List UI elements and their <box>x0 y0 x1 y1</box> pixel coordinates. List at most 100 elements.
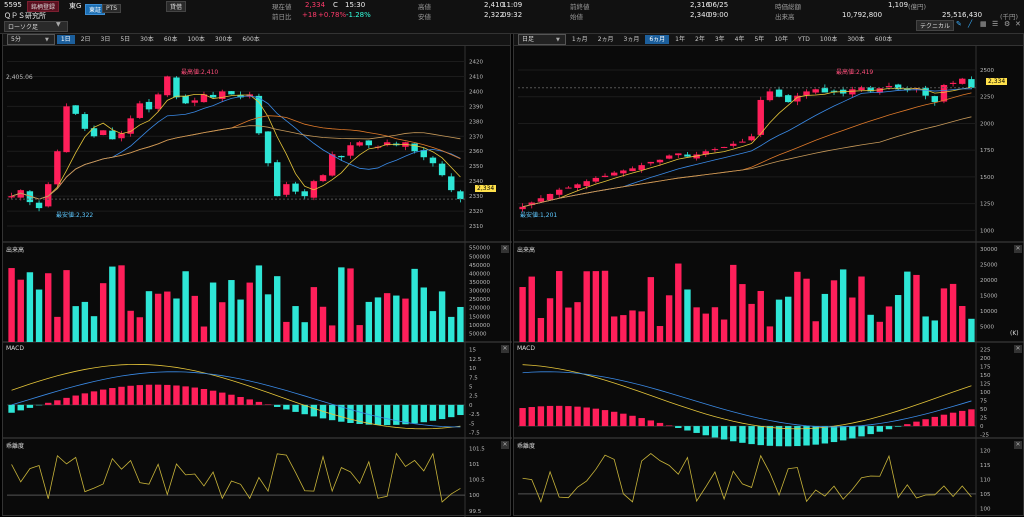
tab-300[interactable]: 300本 <box>211 35 236 44</box>
y-tick-label: 2250 <box>980 95 994 101</box>
board-label: 東G <box>69 1 81 11</box>
close-icon[interactable]: ✕ <box>1014 345 1022 353</box>
volume-bar <box>959 306 965 342</box>
candle-body <box>228 91 234 94</box>
candle-body <box>8 196 14 197</box>
pen-icon[interactable]: ✎ <box>956 20 962 28</box>
volume-bar <box>758 291 764 342</box>
candle-body <box>565 188 571 189</box>
tab-1y[interactable]: 1年 <box>671 35 689 44</box>
macd-histogram-bar <box>201 389 207 405</box>
current-value: 2,334 <box>305 1 325 9</box>
volume-bar <box>574 302 580 342</box>
close-icon[interactable]: ✕ <box>1015 20 1021 28</box>
chevron-down-icon[interactable]: ▼ <box>556 37 560 43</box>
volume-bar <box>274 276 280 342</box>
close-icon[interactable]: ✕ <box>501 245 509 253</box>
right-toolbar: 日足 ▼ 1ヵ月 2ヵ月 3ヵ月 6ヵ月 1年 2年 3年 4年 5年 10年 … <box>514 34 1023 46</box>
daily-chart-panel: 日足 ▼ 1ヵ月 2ヵ月 3ヵ月 6ヵ月 1年 2年 3年 4年 5年 10年 … <box>513 33 1024 516</box>
macd-histogram-bar <box>45 403 51 405</box>
mcap-value: 1,109 <box>888 1 908 9</box>
tab-600[interactable]: 600本 <box>871 35 896 44</box>
macd-histogram-bar <box>849 426 855 438</box>
candle-body <box>265 131 271 163</box>
tab-3d[interactable]: 3日 <box>97 35 115 44</box>
volume-bar <box>338 267 344 342</box>
volume-bar <box>529 277 535 342</box>
volume-bar <box>366 302 372 342</box>
candle-body <box>776 90 782 97</box>
close-icon[interactable]: ✕ <box>501 345 509 353</box>
tab-5y[interactable]: 5年 <box>750 35 768 44</box>
tab-10y[interactable]: 10年 <box>770 35 792 44</box>
volume-unit: (K) <box>1010 330 1019 337</box>
volume-tick-label: 300000 <box>469 289 490 295</box>
tab-6m[interactable]: 6ヵ月 <box>645 35 669 44</box>
volume-bar <box>904 272 910 342</box>
technical-button[interactable]: テクニカル <box>916 20 954 31</box>
candle-body <box>283 184 289 195</box>
tab-100[interactable]: 100本 <box>816 35 841 44</box>
macd-histogram-bar <box>411 405 417 424</box>
volume-bar <box>519 287 525 342</box>
candle-body <box>583 181 589 186</box>
left-chart-canvas[interactable]: 2310232023302340235023602370238023902400… <box>3 46 512 517</box>
volume-tick-label: 30000 <box>980 247 998 253</box>
volume-bar <box>457 307 463 342</box>
tab-60[interactable]: 60本 <box>160 35 182 44</box>
candle-body <box>274 162 280 196</box>
tab-2m[interactable]: 2ヵ月 <box>594 35 618 44</box>
tab-3m[interactable]: 3ヵ月 <box>620 35 644 44</box>
y-tick-label: 2000 <box>980 121 994 127</box>
tab-4y[interactable]: 4年 <box>731 35 749 44</box>
tab-2y[interactable]: 2年 <box>691 35 709 44</box>
settings-icon[interactable]: ⚙ <box>1004 20 1010 28</box>
y-tick-label: 2390 <box>469 104 483 110</box>
grid-icon[interactable]: ▦ <box>980 20 987 28</box>
volume-bar <box>356 325 362 342</box>
list-icon[interactable]: ☰ <box>992 20 998 28</box>
prev-close-date: 06/25 <box>708 1 728 9</box>
right-chart-canvas[interactable]: 1000125015001750200022502500500010000150… <box>514 46 1024 517</box>
volume-bar <box>402 299 408 342</box>
volume-bar <box>375 297 381 342</box>
exchange-tab-pts[interactable]: PTS <box>102 4 121 13</box>
volume-bar <box>109 267 115 342</box>
tab-2d[interactable]: 2日 <box>77 35 95 44</box>
tab-1m[interactable]: 1ヵ月 <box>568 35 592 44</box>
candle-body <box>611 173 617 176</box>
candle-body <box>932 96 938 102</box>
macd-histogram-bar <box>959 411 965 426</box>
macd-histogram-bar <box>283 405 289 410</box>
tab-ytd[interactable]: YTD <box>794 35 814 44</box>
tab-300[interactable]: 300本 <box>843 35 868 44</box>
volume-bar <box>785 297 791 342</box>
osc-tick-label: 120 <box>980 449 991 455</box>
macd-histogram-bar <box>904 424 910 426</box>
volume-bar <box>421 287 427 342</box>
tab-30[interactable]: 30本 <box>136 35 158 44</box>
macd-histogram-bar <box>529 407 535 426</box>
y-tick-label: 1000 <box>980 228 994 234</box>
macd-tick-label: 75 <box>980 399 987 405</box>
candle-body <box>109 131 115 140</box>
chevron-down-icon[interactable]: ▼ <box>56 21 61 28</box>
volume-bar <box>210 283 216 342</box>
close-icon[interactable]: ✕ <box>1014 245 1022 253</box>
volume-bar <box>301 322 307 342</box>
tab-600[interactable]: 600本 <box>238 35 263 44</box>
macd-tick-label: 5 <box>469 384 473 390</box>
tab-3y[interactable]: 3年 <box>711 35 729 44</box>
y-tick-label: 2380 <box>469 119 483 125</box>
volume-bar <box>895 295 901 342</box>
tab-1d[interactable]: 1日 <box>57 35 75 44</box>
high-time: 11:09 <box>502 1 522 9</box>
close-icon[interactable]: ✕ <box>1014 441 1022 449</box>
tab-100[interactable]: 100本 <box>183 35 208 44</box>
chevron-down-icon[interactable]: ▼ <box>45 37 49 43</box>
volume-bar <box>228 280 234 342</box>
close-icon[interactable]: ✕ <box>501 441 509 449</box>
line-icon[interactable]: ╱ <box>968 20 972 28</box>
tab-5d[interactable]: 5日 <box>116 35 134 44</box>
volume-bar <box>393 296 399 342</box>
